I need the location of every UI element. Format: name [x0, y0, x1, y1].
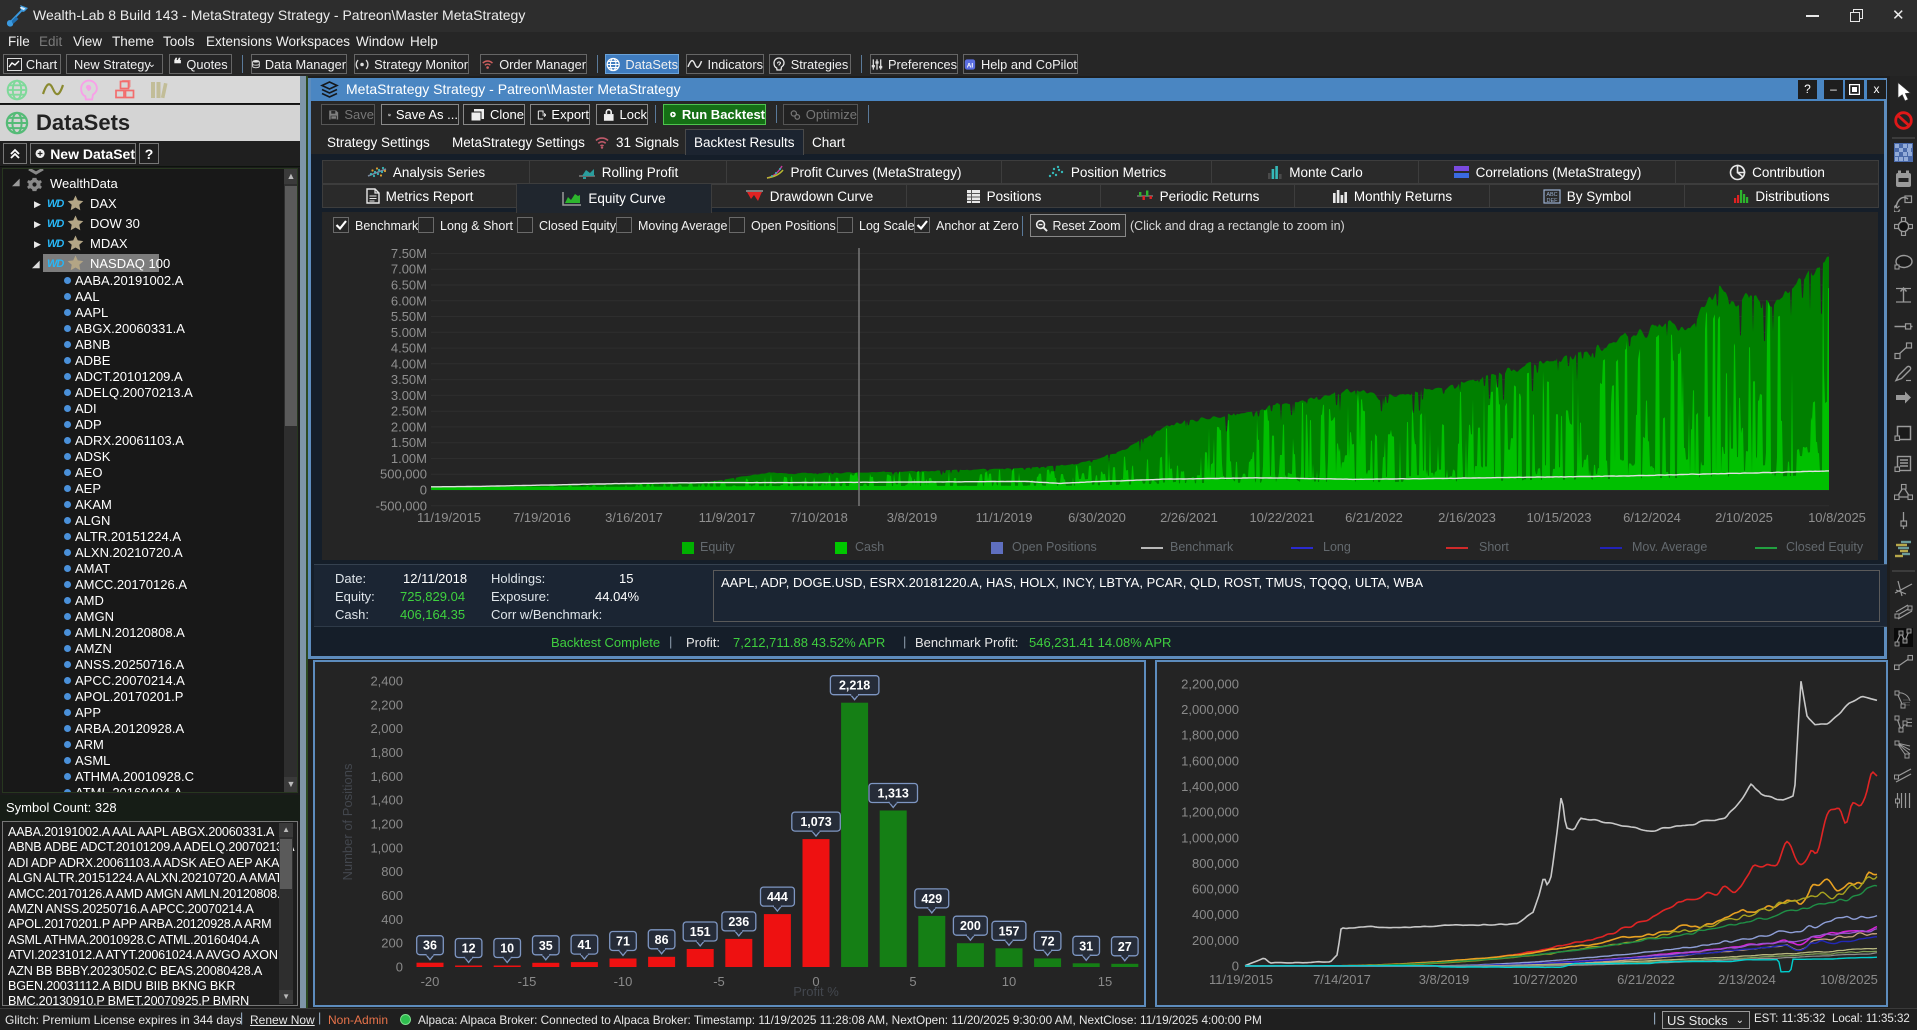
svg-text:41: 41	[577, 938, 591, 952]
svg-text:200,000: 200,000	[1192, 933, 1239, 948]
svg-text:0: 0	[420, 483, 427, 498]
svg-text:5.00M: 5.00M	[391, 325, 427, 340]
svg-text:3/8/2019: 3/8/2019	[1419, 972, 1470, 987]
svg-text:7.00M: 7.00M	[391, 262, 427, 277]
svg-text:1,600,000: 1,600,000	[1181, 753, 1239, 768]
svg-text:2,400: 2,400	[370, 674, 403, 689]
svg-text:429: 429	[921, 892, 942, 906]
svg-text:2.00M: 2.00M	[391, 419, 427, 434]
svg-text:3.00M: 3.00M	[391, 388, 427, 403]
svg-text:10/22/2021: 10/22/2021	[1249, 510, 1314, 525]
svg-text:11/19/2015: 11/19/2015	[417, 510, 481, 525]
svg-text:2,200: 2,200	[370, 697, 403, 712]
svg-text:12: 12	[462, 942, 476, 956]
svg-text:2,000,000: 2,000,000	[1181, 702, 1239, 717]
svg-text:31: 31	[1079, 939, 1093, 953]
svg-text:2/13/2024: 2/13/2024	[1718, 972, 1776, 987]
svg-text:1,000,000: 1,000,000	[1181, 830, 1239, 845]
svg-text:86: 86	[655, 933, 669, 947]
svg-text:1,800: 1,800	[370, 745, 403, 760]
svg-text:71: 71	[616, 935, 630, 949]
svg-text:35: 35	[539, 939, 553, 953]
svg-text:2/16/2023: 2/16/2023	[1438, 510, 1496, 525]
svg-text:7/10/2018: 7/10/2018	[790, 510, 848, 525]
svg-text:10/8/2025: 10/8/2025	[1808, 510, 1866, 525]
svg-text:3.50M: 3.50M	[391, 372, 427, 387]
svg-text:1,400,000: 1,400,000	[1181, 779, 1239, 794]
svg-text:6/21/2022: 6/21/2022	[1617, 972, 1675, 987]
svg-text:6/21/2022: 6/21/2022	[1345, 510, 1403, 525]
svg-text:10/8/2025: 10/8/2025	[1820, 972, 1878, 987]
svg-text:-500,000: -500,000	[376, 498, 427, 513]
svg-text:157: 157	[999, 924, 1020, 938]
svg-text:1,073: 1,073	[800, 815, 831, 829]
svg-text:Number of Positions: Number of Positions	[340, 763, 355, 881]
svg-text:200: 200	[960, 919, 981, 933]
svg-text:2,218: 2,218	[839, 679, 870, 693]
svg-text:7/19/2016: 7/19/2016	[513, 510, 571, 525]
svg-text:236: 236	[728, 915, 749, 929]
svg-text:11/19/2015: 11/19/2015	[1209, 972, 1273, 987]
svg-text:400,000: 400,000	[1192, 907, 1239, 922]
svg-text:4.50M: 4.50M	[391, 341, 427, 356]
svg-text:7.50M: 7.50M	[391, 246, 427, 261]
svg-text:AI: AI	[967, 62, 974, 69]
svg-text:5.50M: 5.50M	[391, 309, 427, 324]
svg-text:1,800,000: 1,800,000	[1181, 728, 1239, 743]
svg-text:-5: -5	[713, 974, 725, 989]
svg-text:400: 400	[381, 912, 403, 927]
svg-text:1,313: 1,313	[878, 787, 909, 801]
svg-text:1,600: 1,600	[370, 769, 403, 784]
svg-text:200: 200	[381, 936, 403, 951]
svg-text:2,000: 2,000	[370, 721, 403, 736]
svg-text:36: 36	[423, 939, 437, 953]
svg-text:11/1/2019: 11/1/2019	[976, 510, 1033, 525]
svg-text:72: 72	[1041, 934, 1055, 948]
svg-text:2/26/2021: 2/26/2021	[1160, 510, 1218, 525]
svg-text:600: 600	[381, 888, 403, 903]
svg-text:6.00M: 6.00M	[391, 293, 427, 308]
svg-text:3/8/2019: 3/8/2019	[887, 510, 938, 525]
svg-text:10/27/2020: 10/27/2020	[1512, 972, 1577, 987]
svg-text:6/12/2024: 6/12/2024	[1623, 510, 1681, 525]
svg-text:11/9/2017: 11/9/2017	[699, 510, 756, 525]
svg-text:800,000: 800,000	[1192, 856, 1239, 871]
svg-text:15: 15	[1098, 974, 1112, 989]
svg-text:DEF: DEF	[1546, 198, 1558, 204]
svg-text:600,000: 600,000	[1192, 882, 1239, 897]
svg-text:6.50M: 6.50M	[391, 278, 427, 293]
svg-text:1,200,000: 1,200,000	[1181, 805, 1239, 820]
svg-text:-15: -15	[518, 974, 537, 989]
svg-text:5: 5	[909, 974, 916, 989]
svg-text:10: 10	[1002, 974, 1016, 989]
svg-text:-20: -20	[421, 974, 440, 989]
svg-text:2/10/2025: 2/10/2025	[1715, 510, 1773, 525]
svg-text:4.00M: 4.00M	[391, 356, 427, 371]
svg-text:1,000: 1,000	[370, 840, 403, 855]
svg-text:151: 151	[690, 925, 711, 939]
svg-text:7/14/2017: 7/14/2017	[1313, 972, 1371, 987]
svg-text:800: 800	[381, 864, 403, 879]
svg-text:0: 0	[396, 960, 403, 975]
svg-text:-10: -10	[614, 974, 633, 989]
svg-text:1,400: 1,400	[370, 793, 403, 808]
svg-text:1,200: 1,200	[370, 817, 403, 832]
svg-text:500,000: 500,000	[380, 467, 427, 482]
svg-text:0: 0	[812, 974, 819, 989]
svg-text:27: 27	[1118, 940, 1132, 954]
svg-text:10/15/2023: 10/15/2023	[1526, 510, 1591, 525]
svg-text:6/30/2020: 6/30/2020	[1068, 510, 1126, 525]
svg-text:444: 444	[767, 890, 788, 904]
svg-text:3/16/2017: 3/16/2017	[605, 510, 663, 525]
svg-text:2.50M: 2.50M	[391, 404, 427, 419]
svg-text:0: 0	[1232, 959, 1239, 974]
svg-text:1.50M: 1.50M	[391, 435, 427, 450]
svg-text:1.00M: 1.00M	[391, 451, 427, 466]
svg-text:2,200,000: 2,200,000	[1181, 677, 1239, 692]
svg-text:ABC: ABC	[1546, 192, 1557, 198]
svg-text:10: 10	[500, 942, 514, 956]
svg-text:Profit %: Profit %	[793, 984, 839, 999]
